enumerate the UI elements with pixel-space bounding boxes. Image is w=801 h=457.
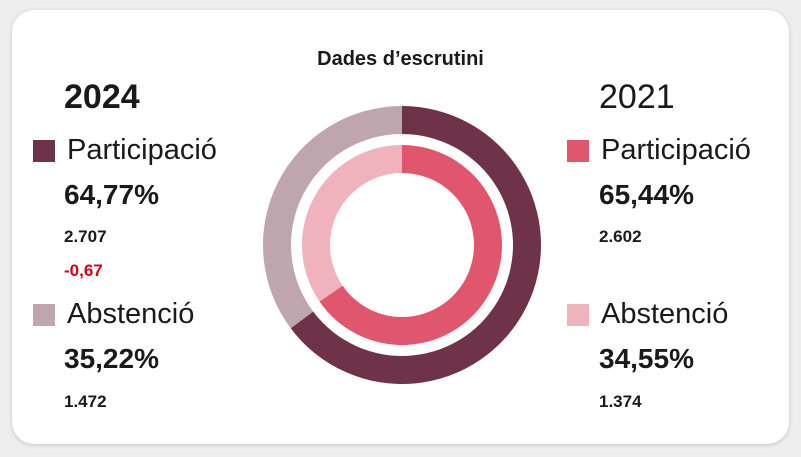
donut-slice-2024-abstencio bbox=[263, 106, 402, 329]
chart-title: Dades d’escrutini bbox=[317, 48, 484, 70]
donut-slice-2021-participacio bbox=[319, 145, 503, 346]
donut-slice-2021-abstencio bbox=[302, 145, 402, 302]
